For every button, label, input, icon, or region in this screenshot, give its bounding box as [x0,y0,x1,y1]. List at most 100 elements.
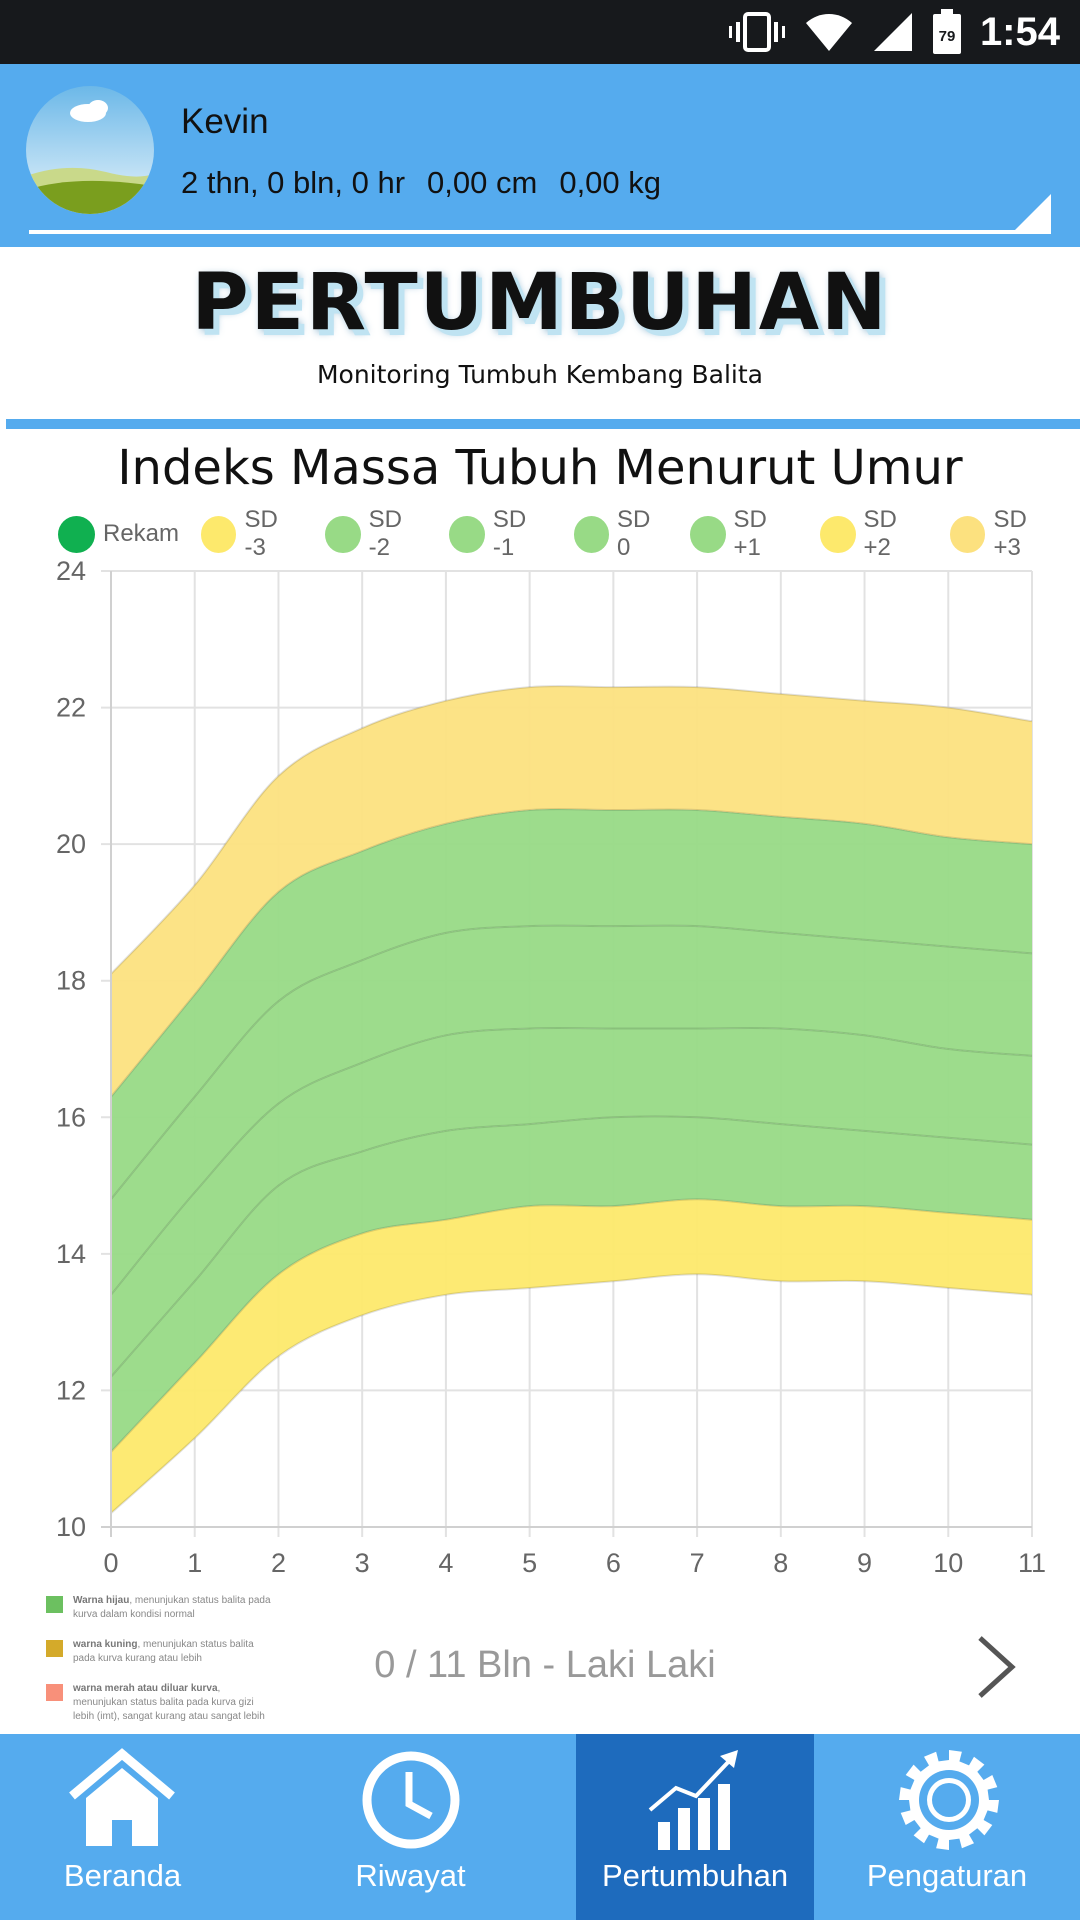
note-text: warna merah atau diluar kurva, menunjuka… [73,1682,276,1724]
legend-item[interactable]: SD -1 [449,506,551,562]
clock-time: 1:54 [979,9,1060,54]
avatar[interactable] [26,86,154,214]
y-tick-label: 22 [56,693,86,723]
nav-riwayat[interactable]: Riwayat [245,1734,576,1920]
note-title: warna kuning [73,1639,138,1650]
band-SDplus3 [111,686,1032,1097]
note-text: Warna hijau, menunjukan status balita pa… [73,1594,276,1622]
note-item: warna kuning, menunjukan status balita p… [46,1638,276,1666]
legend-swatch [325,515,361,553]
chart-lines [110,685,1033,1515]
band-SDminus2 [111,1116,1032,1452]
band-SDminus1 [111,1028,1032,1377]
signal-icon [873,13,912,51]
x-tick-label: 2 [271,1548,286,1578]
legend-label: Rekam [103,520,180,547]
legend-item[interactable]: SD +3 [950,506,1058,562]
chart-legend: Rekam SD -3 SD -2 SD -1 SD 0 SD +1 SD +2 SD +3 [58,506,1080,561]
series-line [110,1273,1033,1515]
legend-item[interactable]: Rekam [58,515,180,553]
legend-swatch [58,515,95,553]
legend-label: SD -3 [244,506,278,561]
note-item: Warna hijau, menunjukan status balita pa… [46,1594,276,1622]
series-line [110,1198,1033,1453]
x-tick-label: 6 [606,1548,621,1578]
chevron-right-icon [978,1636,1016,1698]
legend-label: SD +1 [733,506,767,561]
y-tick-label: 16 [56,1102,86,1132]
x-tick-label: 11 [1018,1548,1046,1578]
legend-swatch [201,515,237,553]
nav-label-riwayat: Riwayat [355,1858,466,1893]
period-label: 0 / 11 Bln - Laki Laki [374,1644,716,1686]
band-SDplus1 [111,808,1032,1200]
legend-item[interactable]: SD +1 [690,506,798,562]
y-tick-label: 20 [56,829,86,859]
home-icon [69,1748,175,1846]
nav-pertumbuhan[interactable]: Pertumbuhan [576,1734,814,1920]
series-line [110,685,1033,975]
note-swatch [46,1596,63,1613]
x-tick-label: 3 [355,1548,370,1578]
legend-item[interactable]: SD +2 [820,506,928,562]
chart-title: Indeks Massa Tubuh Menurut Umur [117,440,963,496]
child-stats: 2 thn, 0 bln, 0 hr 0,00 cm 0,00 kg [181,165,683,201]
note-body: , menunjukan status balita pada kurva ku… [73,1639,254,1664]
legend-swatch [950,515,986,553]
x-tick-label: 9 [857,1548,872,1578]
legend-label: SD -2 [368,506,402,561]
series-line [110,924,1033,1200]
y-tick-label: 14 [56,1239,86,1269]
y-tick-label: 12 [56,1375,86,1405]
x-tick-label: 7 [690,1548,705,1578]
legend-swatch [820,515,856,553]
nav-label-pengaturan: Pengaturan [866,1858,1028,1893]
legend-label: SD 0 [617,506,651,561]
wifi-icon [805,14,852,51]
chart-bands [111,686,1032,1514]
clock-icon [362,1751,460,1849]
bottom-nav: Beranda Riwayat Pertumbuhan Pengaturan [0,1734,1080,1920]
x-tick-label: 0 [103,1548,118,1578]
note-body: , menunjukan status balita pada kurva gi… [73,1683,265,1722]
profile-header[interactable]: Kevin 2 thn, 0 bln, 0 hr 0,00 cm 0,00 kg [0,64,1080,247]
legend-label: SD +2 [863,506,897,561]
y-tick-label: 10 [56,1512,86,1542]
band-SD0 [111,925,1032,1295]
legend-swatch [690,515,726,553]
battery-level: 79 [939,28,956,45]
legend-item[interactable]: SD 0 [573,506,669,562]
note-text: warna kuning, menunjukan status balita p… [73,1638,276,1666]
series-line [110,1115,1033,1378]
note-swatch [46,1640,63,1657]
x-tick-label: 1 [187,1548,202,1578]
note-item: warna merah atau diluar kurva, menunjuka… [46,1682,276,1724]
legend-label: SD +3 [993,506,1027,561]
legend-label: SD -1 [492,506,527,561]
nav-pengaturan[interactable]: Pengaturan [814,1734,1080,1920]
page-title: PERTUMBUHAN [191,258,889,348]
vibrate-icon [728,12,785,52]
legend-swatch [449,515,485,553]
gear-icon [899,1750,999,1850]
series-line [110,807,1033,1098]
battery-icon: 79 [932,9,961,54]
color-notes: Warna hijau, menunjukan status balita pa… [46,1594,276,1740]
note-body: , menunjukan status balita pada kurva da… [73,1595,271,1620]
x-tick-label: 5 [522,1548,537,1578]
band-SDminus3 [111,1199,1032,1514]
nav-label-beranda: Beranda [63,1858,182,1893]
next-button[interactable] [966,1632,1022,1702]
series-line [110,1027,1033,1296]
profile-underline [29,230,1051,234]
child-weight: 0,00 kg [559,165,662,200]
dropdown-corner-icon[interactable] [1011,194,1051,234]
nav-beranda[interactable]: Beranda [0,1734,245,1920]
legend-item[interactable]: SD -3 [201,506,303,562]
legend-item[interactable]: SD -2 [325,506,427,562]
y-tick-label: 24 [56,556,86,586]
legend-swatch [573,515,610,553]
x-tick-label: 4 [438,1548,453,1578]
page-subtitle: Monitoring Tumbuh Kembang Balita [316,360,764,389]
